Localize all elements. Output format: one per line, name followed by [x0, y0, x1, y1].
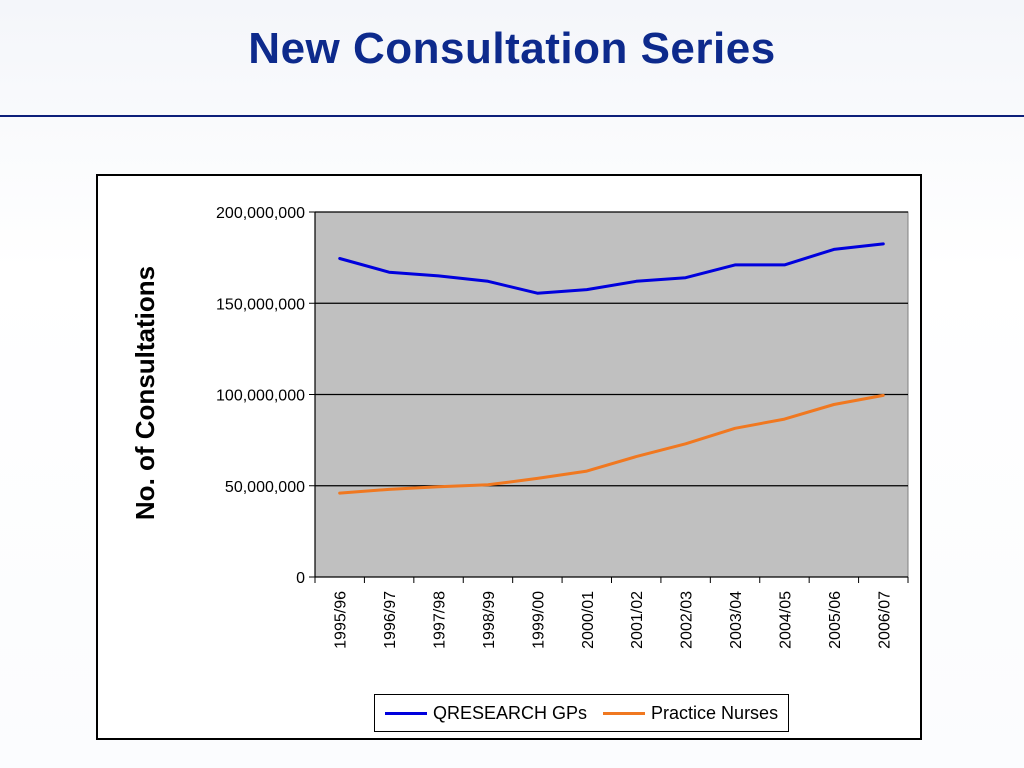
- x-tick-label: 1997/98: [432, 591, 449, 649]
- x-tick-label: 2006/07: [876, 591, 893, 649]
- legend-item-series-1: Practice Nurses: [603, 703, 778, 724]
- plot-layer: 0 50,000,000 100,000,000 150,000,000 200,000…: [216, 205, 909, 649]
- x-tick-label: 2001/02: [629, 591, 646, 649]
- legend-swatch-series-0: [385, 711, 427, 715]
- y-tick-label: 0: [296, 570, 305, 587]
- x-tick-label: 1996/97: [382, 591, 399, 649]
- x-tick-label: 1999/00: [530, 591, 547, 649]
- x-tick-label: 2002/03: [679, 591, 696, 649]
- title-divider: [0, 115, 1024, 117]
- y-tick-label: 200,000,000: [216, 205, 305, 222]
- y-tick-label: 150,000,000: [216, 296, 305, 313]
- x-tick-label: 2004/05: [777, 591, 794, 649]
- x-tick-label: 1998/99: [481, 591, 498, 649]
- series-line-0: [338, 242, 885, 295]
- legend-swatch-series-1: [603, 711, 646, 715]
- x-tick-label: 1995/96: [333, 591, 350, 649]
- x-tick-label: 2005/06: [827, 591, 844, 649]
- legend-item-series-0: QRESEARCH GPs: [385, 703, 587, 724]
- legend-label-series-0: QRESEARCH GPs: [433, 702, 588, 723]
- y-axis-label: No. of Consultations: [130, 266, 160, 520]
- x-tick-label: 2000/01: [580, 591, 597, 649]
- y-tick-label: 100,000,000: [216, 388, 305, 405]
- series-line-1: [338, 393, 885, 495]
- slide-title: New Consultation Series: [248, 24, 776, 73]
- legend-label-series-1: Practice Nurses: [651, 702, 779, 723]
- y-tick-label: 50,000,000: [225, 479, 305, 496]
- x-tick-label: 2003/04: [728, 591, 745, 649]
- chart-legend: QRESEARCH GPs Practice Nurses: [374, 694, 790, 732]
